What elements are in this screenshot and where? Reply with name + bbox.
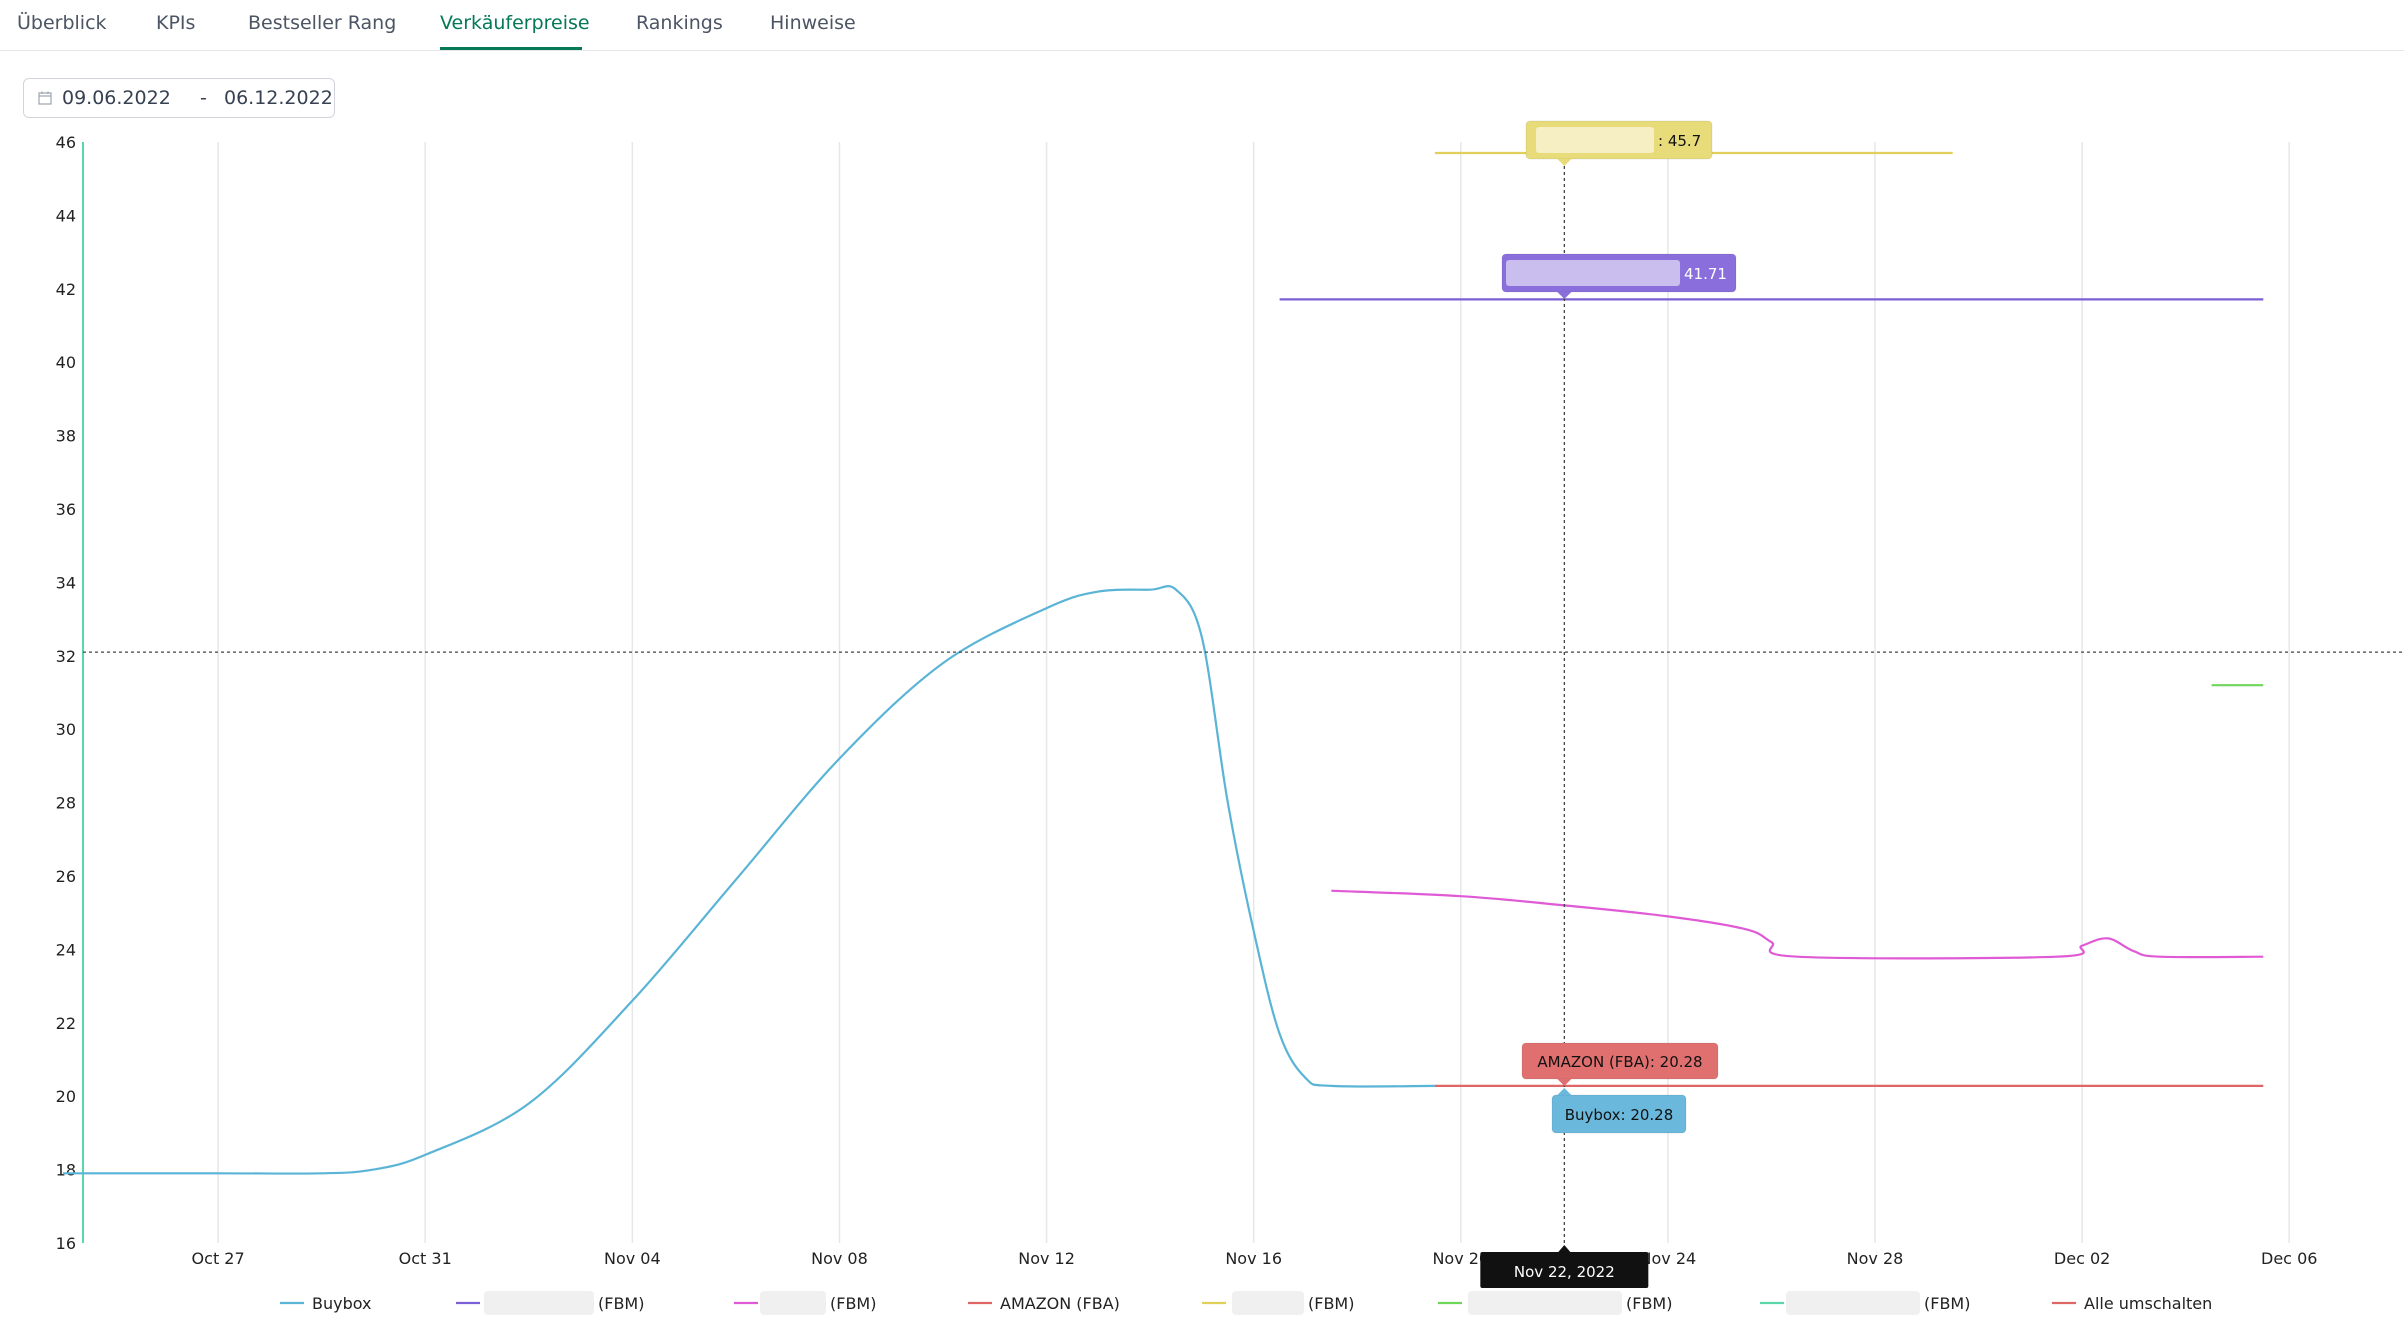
x-tick-label: Oct 27 (192, 1249, 245, 1268)
x-tick-label: Nov 04 (604, 1249, 661, 1268)
y-tick-label: 44 (56, 206, 76, 225)
x-tick-label: Nov 24 (1640, 1249, 1697, 1268)
x-tick-label: Dec 02 (2054, 1249, 2110, 1268)
tab-verkaeuferpreise[interactable]: Verkäuferpreise (440, 12, 590, 34)
legend-label-seller_purple: (FBM) (598, 1294, 644, 1313)
y-tick-label: 40 (56, 353, 76, 372)
legend-label-buybox: Buybox (312, 1294, 372, 1313)
series-line-seller_pink (1331, 889, 2264, 960)
x-tick-label: Dec 06 (2261, 1249, 2317, 1268)
crosshair-date-box (1480, 1252, 1649, 1288)
series-line-buybox (62, 585, 1435, 1175)
date-range-picker[interactable]: 09.06.2022 - 06.12.2022 (23, 78, 335, 118)
chart-overlay: Nov 22, 2022 : 45.7 41.71 AMAZON (FBA): 20.… (83, 120, 2404, 1288)
tab-bar: Überblick KPIs Bestseller Rang Verkäufer… (0, 0, 2404, 51)
chart-axes: Oct 27 Oct 31 Nov 04 Nov 08 Nov 12 Nov 16 Nov … (56, 133, 2318, 1268)
x-tick-label: Nov 08 (811, 1249, 868, 1268)
redacted-name-seller_purple (1506, 260, 1680, 286)
x-tick-label: Oct 31 (399, 1249, 452, 1268)
legend-item-buybox[interactable]: Buybox (280, 1294, 372, 1313)
tooltip-text-amazon_fba: AMAZON (FBA): 20.28 (1537, 1053, 1702, 1071)
tab-rankings[interactable]: Rankings (636, 12, 723, 34)
date-range-separator: - (200, 87, 207, 109)
legend-label-seller_yellow: (FBM) (1308, 1294, 1354, 1313)
y-tick-label: 46 (56, 133, 76, 152)
tab-hinweise[interactable]: Hinweise (770, 12, 856, 34)
legend-redacted-seller_green (1468, 1291, 1622, 1315)
x-tick-label: Nov 16 (1225, 1249, 1282, 1268)
tooltip-pointer-seller_yellow (1557, 159, 1572, 166)
tooltip-text-buybox: Buybox: 20.28 (1565, 1106, 1674, 1124)
crosshair-date-label: Nov 22, 2022 (1514, 1263, 1615, 1281)
y-tick-label: 34 (56, 573, 76, 592)
y-tick-label: 22 (56, 1014, 76, 1033)
legend-label-seller_green: (FBM) (1626, 1294, 1672, 1313)
tooltip-pointer-amazon_fba (1557, 1079, 1572, 1086)
tab-ueberblick[interactable]: Überblick (17, 12, 107, 34)
y-tick-label: 36 (56, 500, 76, 519)
calendar-icon (38, 91, 52, 105)
chart-grid (217, 142, 2290, 1243)
tooltip-pointer-buybox (1557, 1088, 1572, 1095)
y-tick-label: 18 (56, 1161, 76, 1180)
tab-bestseller-rang[interactable]: Bestseller Rang (248, 12, 397, 34)
tooltip-text-seller_yellow: : 45.7 (1658, 132, 1701, 150)
chart-legend: Buybox (FBM) (FBM) AMAZON (FBA) (FBM) (FBM) (F… (280, 1291, 2212, 1315)
legend-label-alle_umschalten: Alle umschalten (2084, 1294, 2212, 1313)
legend-item-seller_teal[interactable]: (FBM) (1760, 1291, 1970, 1315)
y-tick-label: 16 (56, 1234, 76, 1253)
tab-kpis[interactable]: KPIs (156, 12, 196, 34)
y-tick-label: 20 (56, 1087, 76, 1106)
legend-item-alle_umschalten[interactable]: Alle umschalten (2052, 1294, 2212, 1313)
y-tick-label: 30 (56, 720, 76, 739)
legend-label-seller_pink: (FBM) (830, 1294, 876, 1313)
legend-redacted-seller_purple (484, 1291, 594, 1315)
legend-redacted-seller_yellow (1232, 1291, 1304, 1315)
legend-label-amazon_fba: AMAZON (FBA) (1000, 1294, 1120, 1313)
legend-label-seller_teal: (FBM) (1924, 1294, 1970, 1313)
crosshair-date-pointer (1558, 1245, 1571, 1252)
legend-item-seller_purple[interactable]: (FBM) (456, 1291, 644, 1315)
date-range-start[interactable]: 09.06.2022 (62, 87, 171, 109)
y-tick-label: 38 (56, 427, 76, 446)
y-tick-label: 32 (56, 647, 76, 666)
legend-redacted-seller_teal (1786, 1291, 1920, 1315)
x-tick-label: Nov 28 (1847, 1249, 1904, 1268)
legend-redacted-seller_pink (760, 1291, 826, 1315)
date-range-end[interactable]: 06.12.2022 (224, 87, 333, 109)
chart-series (62, 151, 2264, 1175)
legend-item-seller_green[interactable]: (FBM) (1438, 1291, 1672, 1315)
x-tick-label: Nov 20 (1432, 1249, 1489, 1268)
y-tick-label: 26 (56, 867, 76, 886)
redacted-name-seller_yellow (1536, 127, 1654, 153)
tooltip-text-seller_purple: 41.71 (1684, 265, 1727, 283)
legend-item-amazon_fba[interactable]: AMAZON (FBA) (968, 1294, 1120, 1313)
y-tick-label: 28 (56, 794, 76, 813)
active-tab-indicator (440, 47, 582, 50)
tooltip-buybox (1551, 1094, 1687, 1134)
x-tick-label: Nov 12 (1018, 1249, 1075, 1268)
y-tick-label: 24 (56, 940, 76, 959)
legend-item-seller_pink[interactable]: (FBM) (734, 1291, 876, 1315)
tooltip-pointer-seller_purple (1557, 292, 1572, 299)
y-tick-label: 42 (56, 280, 76, 299)
tooltip-amazon_fba (1521, 1042, 1719, 1080)
legend-item-seller_yellow[interactable]: (FBM) (1202, 1291, 1354, 1315)
